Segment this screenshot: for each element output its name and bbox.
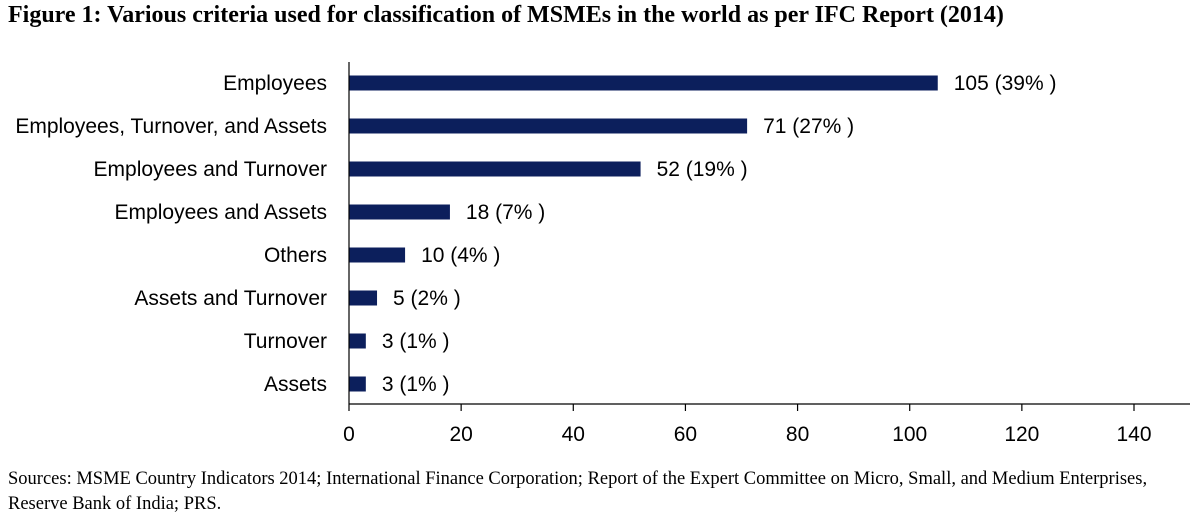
data-labels-group: 105 (39% ) 71 (27% ) 52 (19% ) 18 (7% ) 10 (… <box>382 72 1057 396</box>
sources-note: Sources: MSME Country Indicators 2014; I… <box>8 469 1148 514</box>
category-label: Assets <box>264 373 327 396</box>
bar <box>349 290 378 306</box>
x-tick-label: 40 <box>562 423 585 446</box>
category-label: Others <box>264 244 327 267</box>
bar-chart: Employees Employees, Turnover, and Assets… <box>15 62 1190 446</box>
x-tick-label: 140 <box>1116 423 1151 446</box>
x-tick-label: 120 <box>1004 423 1039 446</box>
data-label: 10 (4% ) <box>421 244 500 267</box>
x-axis: 0 20 40 60 80 100 120 140 <box>343 62 1190 446</box>
data-label: 105 (39% ) <box>954 72 1057 95</box>
x-tick-label: 20 <box>449 423 472 446</box>
x-tick-label: 80 <box>786 423 809 446</box>
bar <box>349 161 641 177</box>
bar <box>349 247 406 263</box>
category-label: Employees and Assets <box>115 201 327 224</box>
bar <box>349 333 366 349</box>
bar <box>349 376 366 392</box>
bar <box>349 118 748 134</box>
bar <box>349 204 450 220</box>
data-label: 5 (2% ) <box>393 287 461 310</box>
x-tick-label: 60 <box>674 423 697 446</box>
data-label: 52 (19% ) <box>657 158 748 181</box>
figure-title: Figure 1: Various criteria used for clas… <box>8 2 1004 28</box>
bars-group <box>349 75 938 392</box>
data-label: 3 (1% ) <box>382 330 450 353</box>
data-label: 71 (27% ) <box>763 115 854 138</box>
category-label: Turnover <box>244 330 327 353</box>
bar <box>349 75 938 91</box>
x-tick-label: 0 <box>343 423 355 446</box>
category-label: Assets and Turnover <box>134 287 327 310</box>
category-labels-group: Employees Employees, Turnover, and Assets… <box>15 72 327 396</box>
category-label: Employees and Turnover <box>94 158 327 181</box>
data-label: 3 (1% ) <box>382 373 450 396</box>
category-label: Employees, Turnover, and Assets <box>15 115 327 138</box>
category-label: Employees <box>223 72 327 95</box>
data-label: 18 (7% ) <box>466 201 545 224</box>
x-tick-label: 100 <box>892 423 927 446</box>
